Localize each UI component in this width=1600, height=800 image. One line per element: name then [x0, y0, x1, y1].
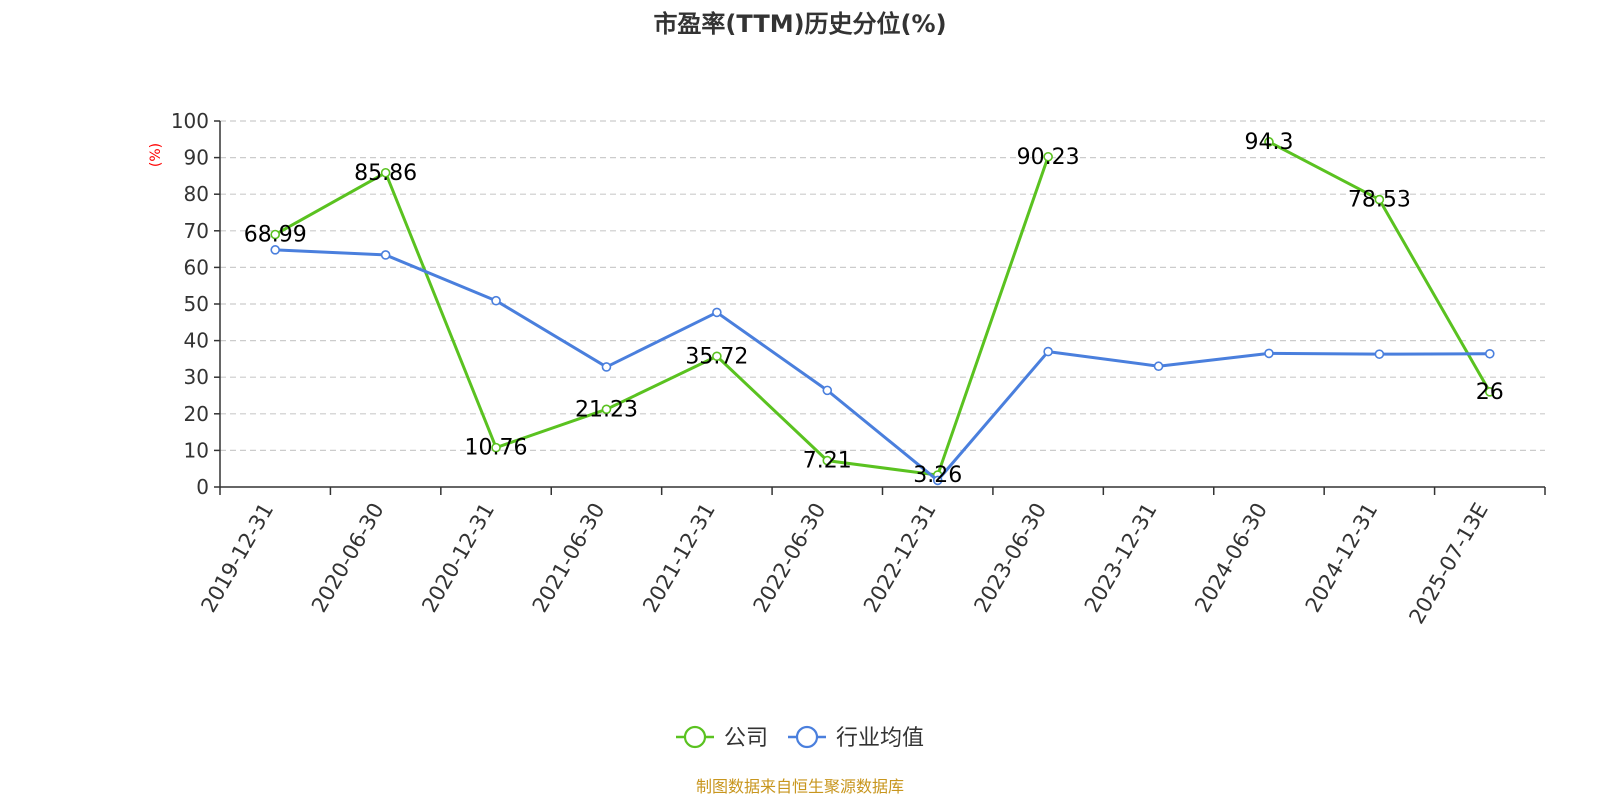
axes: 0 10 20 30 40 50 60 70 80 90 100 2019-12-31 2020-06-…: [171, 109, 1546, 628]
y-tick-label: 30: [184, 365, 209, 389]
data-point: [1264, 137, 1274, 147]
y-axis-label: (%): [148, 143, 164, 167]
data-point: [1484, 387, 1495, 397]
x-tick-label: 2024-12-31: [1301, 499, 1383, 617]
x-tick-label: 2022-06-30: [749, 499, 831, 617]
data-label: 3.26: [913, 463, 962, 488]
data-label: 10.76: [465, 436, 528, 461]
data-point: [822, 385, 833, 396]
data-label: 21.23: [575, 397, 638, 422]
data-point: [601, 362, 612, 372]
data-point: [1043, 151, 1053, 162]
legend-marker: [683, 725, 707, 749]
data-point: [822, 455, 833, 466]
data-point: [491, 295, 501, 306]
data-point: [1374, 194, 1385, 205]
series-line-1: [275, 248, 1490, 482]
x-tick-label: 2020-06-30: [307, 499, 389, 617]
series-lines: [270, 137, 1495, 486]
data-label: 26: [1476, 380, 1504, 405]
data-point: [1264, 348, 1274, 359]
legend-label: 公司: [724, 726, 768, 751]
legend-label: 行业均值: [836, 726, 924, 751]
chart-title: 市盈率(TTM)历史分位(%): [653, 10, 946, 38]
data-label: 94.3: [1244, 130, 1293, 155]
x-tick-label: 2023-12-31: [1080, 499, 1162, 617]
y-tick-label: 0: [196, 475, 209, 499]
legend-item-1[interactable]: 行业均值: [788, 725, 924, 751]
data-point: [491, 442, 501, 453]
data-point: [380, 167, 391, 178]
data-label: 35.72: [685, 344, 748, 369]
x-tick-label: 2019-12-31: [196, 499, 278, 617]
grid-lines: [220, 120, 1545, 451]
data-label: 78.53: [1348, 188, 1411, 213]
data-point: [601, 404, 612, 415]
y-tick-label: 80: [184, 182, 209, 206]
y-tick-label: 100: [171, 109, 209, 133]
x-tick-label: 2021-12-31: [638, 499, 720, 617]
y-tick-label: 20: [184, 402, 209, 426]
y-tick-label: 90: [184, 146, 209, 170]
legend: 公司 行业均值: [676, 725, 924, 751]
data-point: [1484, 348, 1495, 359]
legend-marker: [795, 725, 819, 749]
series-line-0: [274, 156, 1050, 477]
y-tick-label: 70: [184, 219, 209, 243]
data-point: [712, 307, 722, 318]
y-tick-label: 60: [184, 255, 209, 279]
data-label: 90.23: [1017, 145, 1080, 170]
x-tick-label: 2022-12-31: [859, 499, 941, 617]
y-tick-label: 10: [184, 438, 209, 462]
data-point: [1374, 349, 1385, 359]
data-label: 68.99: [244, 222, 307, 247]
data-label: 85.86: [354, 161, 417, 186]
source-note: 制图数据来自恒生聚源数据库: [696, 777, 904, 796]
legend-item-0[interactable]: 公司: [676, 725, 768, 751]
x-tick-label: 2020-12-31: [417, 499, 499, 617]
data-label: 7.21: [803, 449, 852, 474]
data-point: [270, 245, 281, 255]
data-point: [712, 351, 722, 362]
data-point: [932, 475, 943, 486]
x-tick-label: 2021-06-30: [528, 499, 610, 617]
y-tick-label: 40: [184, 329, 209, 353]
y-tick-label: 50: [184, 292, 209, 316]
x-tick-label: 2023-06-30: [969, 499, 1051, 617]
data-point: [1153, 361, 1164, 372]
x-tick-label: 2025-07-13E: [1404, 499, 1492, 628]
data-point: [380, 250, 391, 260]
data-labels: 68.99 85.86 10.76 21.23 35.72 7.21 3.26 90.23 94…: [244, 130, 1504, 488]
data-point: [1043, 346, 1053, 357]
data-point: [270, 229, 281, 240]
x-tick-label: 2024-06-30: [1190, 499, 1272, 617]
